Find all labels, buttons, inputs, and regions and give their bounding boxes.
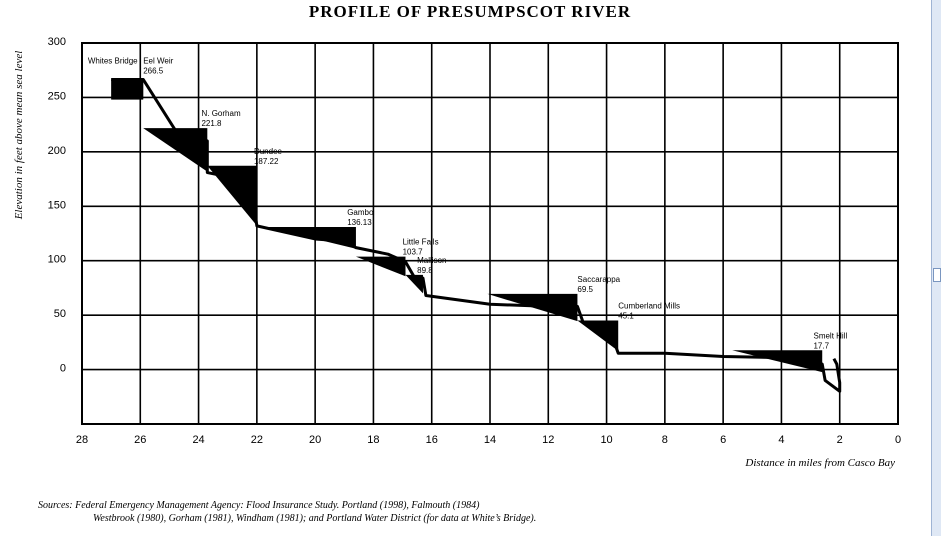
dam-name: Little Falls: [403, 238, 439, 247]
dam-elevation: 69.5: [577, 285, 593, 294]
x-tick-label: 16: [426, 434, 438, 446]
vertical-scrollbar[interactable]: [931, 0, 941, 536]
dam-name: Mallison: [417, 256, 446, 265]
dam-pool: [265, 226, 356, 249]
dam-pool: [355, 256, 406, 277]
dam-name: Eel Weir: [143, 56, 173, 65]
dam-name: N. Gorham: [201, 109, 240, 118]
dam-name: Smelt Hill: [813, 331, 847, 340]
x-tick-label: 12: [542, 434, 554, 446]
x-tick-label: 6: [720, 434, 726, 446]
y-tick-label: 50: [54, 308, 66, 320]
dam-elevation: 103.7: [403, 248, 424, 257]
y-tick-label: 0: [60, 363, 66, 375]
dam-name: Cumberland Mills: [618, 301, 680, 310]
dam-pool: [732, 350, 823, 373]
dam-name: Gambo: [347, 208, 374, 217]
dam-elevation: 187.22: [254, 157, 279, 166]
y-tick-label: 250: [48, 90, 66, 102]
dam-elevation: 136.13: [347, 218, 372, 227]
y-tick-labels: 300 250 200 150 100 50 0: [48, 36, 66, 375]
x-tick-label: 28: [76, 434, 88, 446]
sources-line-1: Sources: Federal Emergency Management Ag…: [38, 500, 480, 511]
y-axis-label: Elevation in feet above mean sea level: [13, 51, 25, 221]
scrollbar-thumb[interactable]: [933, 268, 941, 282]
dam-pool: [207, 165, 257, 226]
grid-lines: [81, 42, 899, 425]
x-tick-label: 22: [251, 434, 263, 446]
x-tick-label: 0: [895, 434, 901, 446]
x-tick-label: 10: [600, 434, 612, 446]
x-tick-label: 2: [837, 434, 843, 446]
x-tick-label: 18: [367, 434, 379, 446]
x-axis-label: Distance in miles from Casco Bay: [744, 457, 895, 469]
x-tick-label: 20: [309, 434, 321, 446]
dam-elevation: 89.8: [417, 266, 433, 275]
y-tick-label: 100: [48, 254, 66, 266]
dam-elevation: 266.5: [143, 66, 164, 75]
dam-name: Dundee: [254, 147, 283, 156]
dam-pool: [577, 320, 619, 351]
dam-elevation: 45.1: [618, 311, 634, 320]
dam-elevation: 17.7: [813, 341, 829, 350]
y-tick-label: 200: [48, 145, 66, 157]
dam-pool: [405, 274, 423, 294]
dam-pool: [487, 293, 578, 322]
x-tick-label: 8: [662, 434, 668, 446]
x-tick-label: 14: [484, 434, 496, 446]
chart-title: PROFILE OF PRESUMPSCOT RIVER: [309, 2, 631, 21]
dam-label: Whites Bridge: [88, 56, 138, 65]
dam-elevation: 221.8: [201, 119, 222, 128]
x-tick-label: 26: [134, 434, 146, 446]
upper-pool: [111, 79, 144, 100]
dam-name: Whites Bridge: [88, 56, 138, 65]
profile-layer: [111, 77, 842, 393]
y-tick-label: 300: [48, 36, 66, 48]
x-tick-label: 4: [778, 434, 784, 446]
sources-line-2: Westbrook (1980), Gorham (1981), Windham…: [93, 513, 537, 524]
sources-note: Sources: Federal Emergency Management Ag…: [38, 499, 536, 525]
dam-pool: [143, 128, 208, 172]
x-tick-label: 24: [192, 434, 204, 446]
y-tick-label: 150: [48, 199, 66, 211]
x-tick-labels: 28 26 24 22 20 18 16 14 12 10 8 6 4 2 0: [76, 434, 901, 446]
dam-name: Saccarappa: [577, 275, 620, 284]
